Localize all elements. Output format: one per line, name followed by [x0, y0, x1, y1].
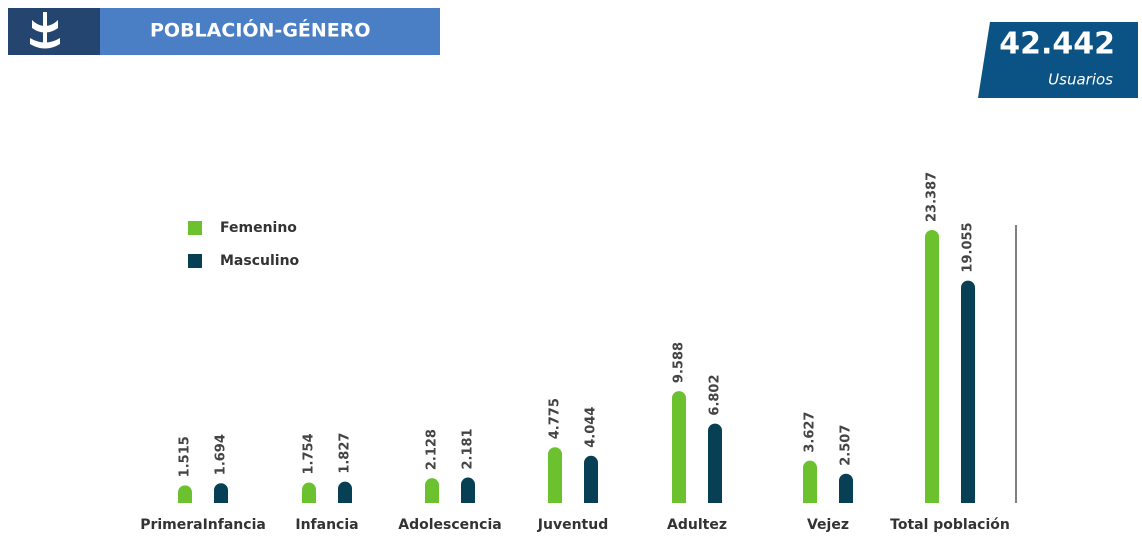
value-label: 2.181 — [461, 428, 476, 469]
x-tick-label: Juventud — [537, 517, 608, 533]
bar — [425, 478, 439, 503]
total-box — [978, 22, 1138, 98]
value-label: 4.044 — [584, 407, 599, 448]
title-band — [100, 8, 440, 55]
total-value: 42.442 — [999, 27, 1115, 62]
legend-swatch — [188, 221, 202, 235]
bar — [708, 423, 722, 503]
value-label: 1.515 — [178, 436, 193, 477]
bar — [178, 485, 192, 503]
x-tick-label: PrimeraInfancia — [140, 517, 266, 533]
bar — [302, 482, 316, 503]
legend-label: Femenino — [220, 220, 297, 236]
value-label: 4.775 — [548, 398, 563, 439]
value-label: 2.128 — [425, 429, 440, 470]
bar — [338, 481, 352, 503]
bar — [925, 230, 939, 503]
bar — [961, 280, 975, 503]
value-label: 6.802 — [708, 374, 723, 415]
x-tick-label: Adolescencia — [398, 517, 501, 533]
legend-swatch — [188, 254, 202, 268]
bar — [672, 391, 687, 503]
value-label: 3.627 — [803, 412, 818, 453]
value-label: 23.387 — [925, 172, 940, 222]
x-tick-label: Vejez — [807, 517, 849, 533]
legend-label: Masculino — [220, 253, 300, 269]
value-label: 1.694 — [214, 434, 229, 475]
value-label: 2.507 — [839, 425, 854, 466]
logo-icon — [30, 12, 60, 49]
x-tick-label: Infancia — [295, 517, 358, 533]
total-label: Usuarios — [1048, 71, 1113, 89]
bar — [839, 473, 853, 503]
bar — [584, 455, 598, 503]
x-tick-label: Total población — [890, 517, 1010, 533]
page-title: POBLACIÓN-GÉNERO — [150, 18, 371, 42]
bar — [461, 477, 475, 503]
value-label: 19.055 — [961, 222, 976, 272]
bar — [803, 460, 817, 503]
value-label: 9.588 — [672, 342, 687, 383]
logo-box — [8, 8, 100, 55]
value-label: 1.827 — [338, 433, 353, 474]
value-label: 1.754 — [302, 433, 317, 474]
bar — [548, 447, 562, 503]
bar — [214, 483, 228, 503]
x-tick-label: Adultez — [667, 517, 727, 533]
